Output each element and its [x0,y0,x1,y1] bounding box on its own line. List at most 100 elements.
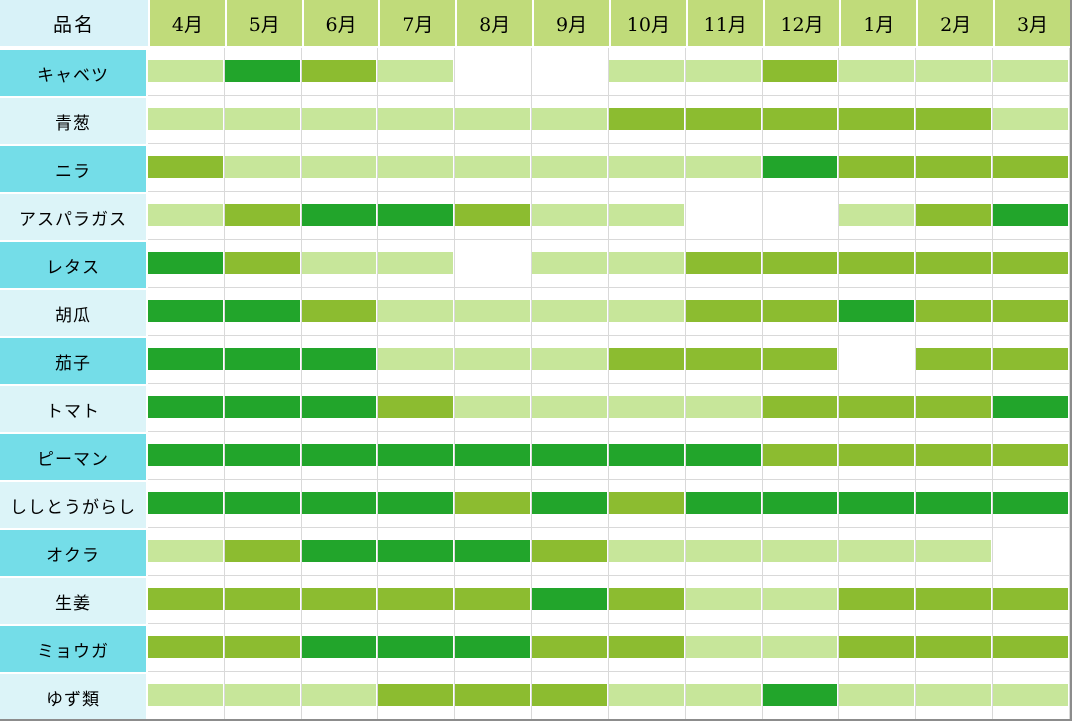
month-cell [455,240,533,288]
month-cell [301,336,379,384]
availability-bar [685,636,761,658]
month-cell [378,384,456,432]
availability-bar [148,252,223,274]
availability-bar [762,396,838,418]
availability-bar [301,636,377,658]
availability-bar [224,60,300,82]
availability-bar [839,396,915,418]
month-cell [762,336,840,384]
month-cell [608,432,686,480]
availability-bar [378,60,454,82]
availability-bar [993,444,1068,466]
availability-bar [762,444,838,466]
availability-bar [224,204,300,226]
month-cell [993,288,1070,336]
availability-bar [455,492,531,514]
row-label: キャベツ [0,48,148,96]
month-cell [378,288,456,336]
availability-bar [301,540,377,562]
availability-bar [608,396,684,418]
availability-bar [378,204,454,226]
month-cell [762,480,840,528]
month-cell [148,96,225,144]
availability-bar [839,684,915,706]
month-cell [916,432,994,480]
availability-bar [148,444,223,466]
month-cell [916,624,994,672]
month-cell [532,480,609,528]
availability-bar [378,396,454,418]
month-cell [378,240,456,288]
month-cell [762,192,840,240]
availability-bar [762,300,838,322]
availability-bar [532,252,607,274]
availability-bar [301,204,377,226]
availability-bar [532,540,607,562]
availability-bar [916,156,992,178]
month-header-cell: 9月 [532,0,609,48]
month-cell [301,192,379,240]
availability-bar [993,492,1068,514]
availability-bar [378,588,454,610]
month-cell [532,240,609,288]
month-cell [762,144,840,192]
availability-bar [839,252,915,274]
month-cell [148,528,225,576]
availability-bar [608,156,684,178]
availability-bar [455,588,531,610]
availability-bar [532,588,607,610]
month-cell [148,672,225,719]
month-cell [378,528,456,576]
availability-bar [839,108,915,130]
availability-bar [378,492,454,514]
availability-bar [916,444,992,466]
month-cell [839,384,917,432]
availability-bar [378,348,454,370]
availability-bar [993,252,1068,274]
month-cell [224,48,302,96]
availability-bar [685,300,761,322]
availability-bar [224,492,300,514]
month-cell [455,480,533,528]
row-label: レタス [0,240,148,288]
row-label: アスパラガス [0,192,148,240]
availability-bar [224,588,300,610]
availability-bar [224,444,300,466]
availability-bar [685,396,761,418]
availability-bar [608,444,684,466]
availability-bar [839,60,915,82]
row-label: オクラ [0,528,148,576]
month-cell [608,192,686,240]
availability-bar [993,60,1068,82]
availability-bar [608,636,684,658]
month-cell [301,432,379,480]
availability-bar [455,540,531,562]
availability-bar [455,348,531,370]
availability-bar [993,636,1068,658]
availability-bar [148,396,223,418]
month-cell [532,528,609,576]
month-header-cell: 12月 [762,0,840,48]
availability-bar [378,636,454,658]
availability-bar [532,300,607,322]
month-header-cell: 4月 [148,0,225,48]
availability-bar [608,108,684,130]
availability-bar [378,684,454,706]
month-cell [608,384,686,432]
month-cell [608,528,686,576]
table-row: レタス [0,240,1070,288]
month-cell [993,624,1070,672]
availability-bar [301,348,377,370]
month-cell [148,624,225,672]
row-label: ニラ [0,144,148,192]
availability-bar [224,636,300,658]
availability-bar [224,348,300,370]
month-cell [301,240,379,288]
row-label: 生姜 [0,576,148,624]
availability-bar [839,540,915,562]
availability-bar [608,252,684,274]
availability-bar [993,588,1068,610]
availability-bar [839,444,915,466]
month-cell [532,624,609,672]
table-row: 茄子 [0,336,1070,384]
